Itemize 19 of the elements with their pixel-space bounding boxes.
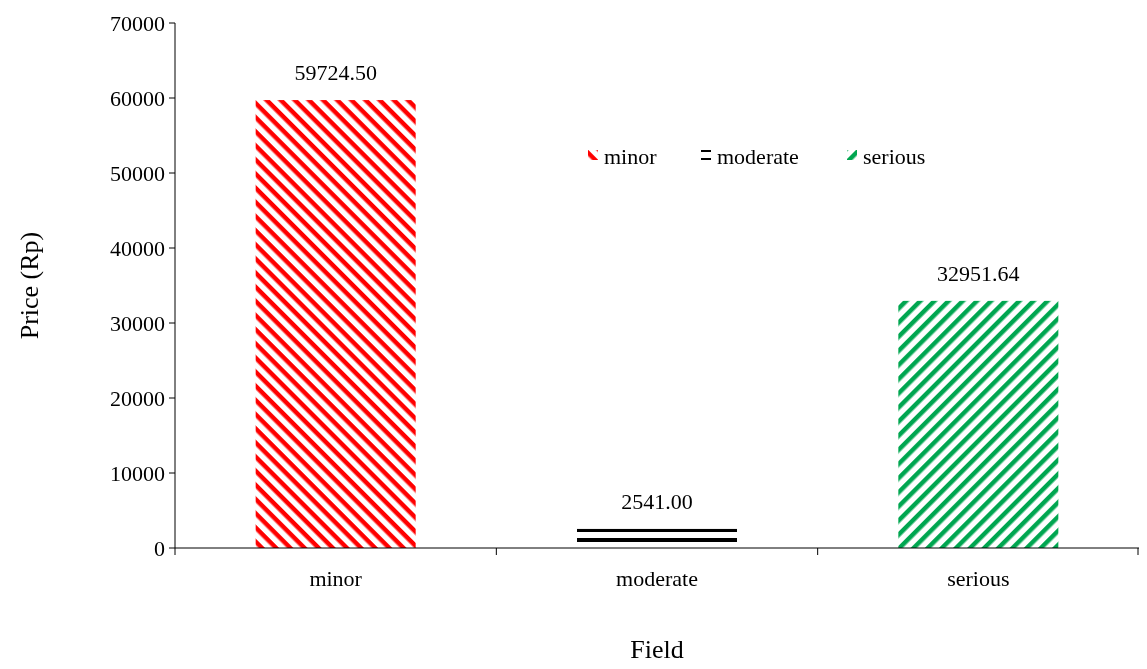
x-tick-label: minor xyxy=(309,566,363,591)
x-tick-label: moderate xyxy=(616,566,698,591)
y-tick-label: 60000 xyxy=(110,85,165,111)
y-tick-label: 20000 xyxy=(110,385,165,411)
legend-label: moderate xyxy=(717,143,799,169)
y-tick-label: 50000 xyxy=(110,160,165,186)
y-tick-label: 40000 xyxy=(110,235,165,261)
legend-label: minor xyxy=(604,143,658,169)
x-axis-title: Field xyxy=(630,635,684,664)
text: 59724.50 xyxy=(294,60,377,86)
y-tick-label: 70000 xyxy=(110,10,165,36)
y-axis-title: Price (Rp) xyxy=(15,231,44,340)
legend-label: serious xyxy=(863,143,926,169)
text: 2541.00 xyxy=(621,488,693,514)
y-tick-label: 0 xyxy=(154,535,165,561)
text: 32951.64 xyxy=(937,260,1020,286)
y-tick-label: 30000 xyxy=(110,310,165,336)
x-tick-label: serious xyxy=(947,566,1010,591)
y-tick-label: 10000 xyxy=(110,460,165,486)
